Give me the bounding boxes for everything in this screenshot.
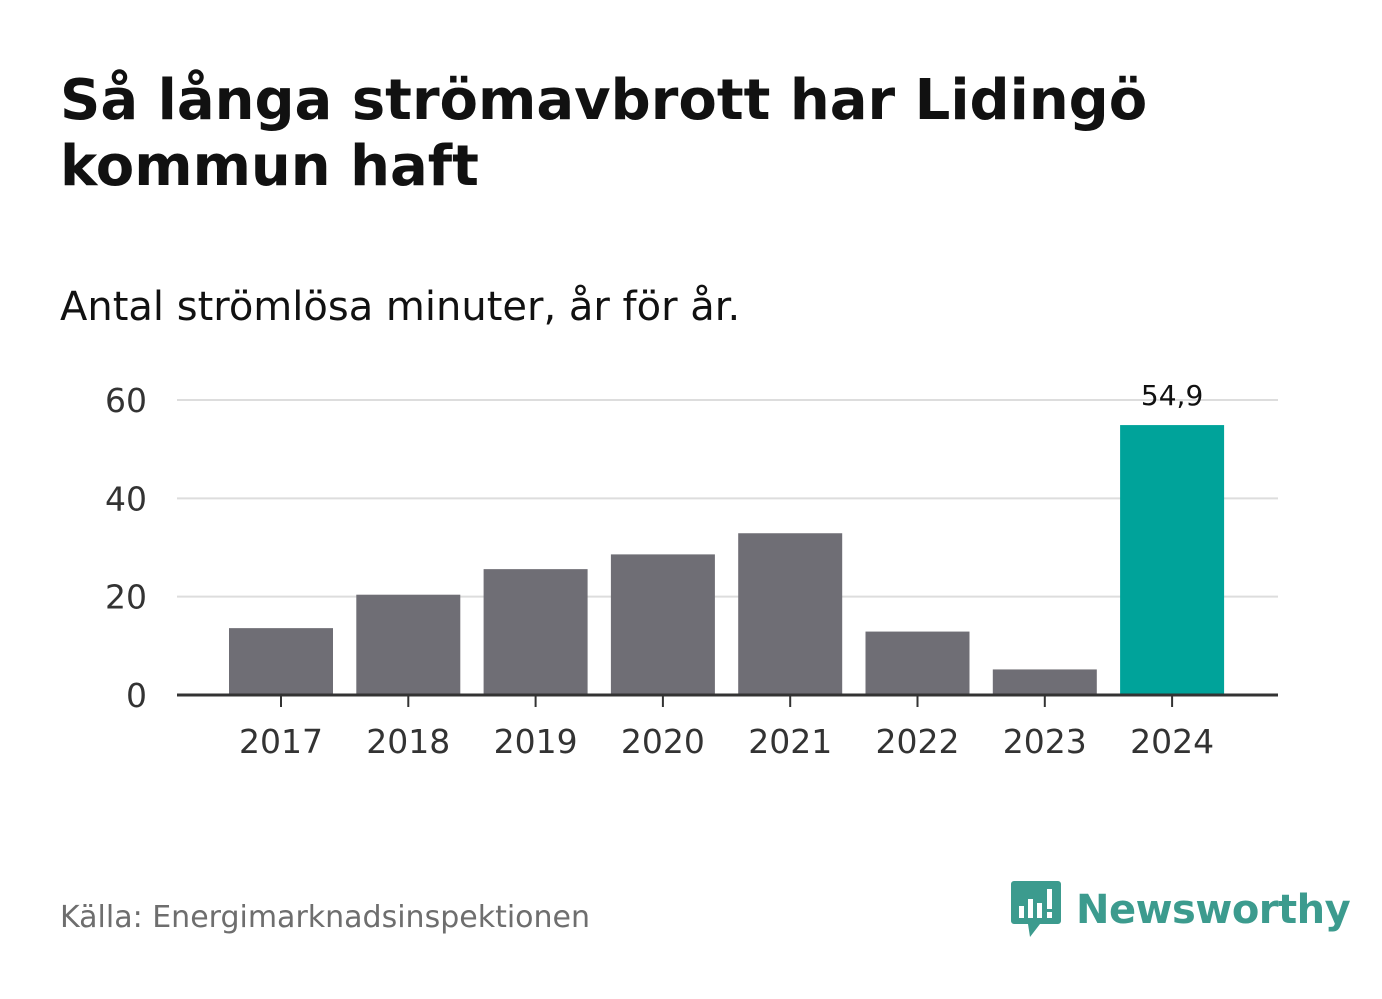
x-tick-label: 2024	[1130, 722, 1214, 761]
bar-2019	[483, 569, 588, 695]
x-tick-label: 2019	[494, 722, 578, 761]
bars	[229, 425, 1225, 695]
bar-2022	[865, 631, 970, 695]
x-axis-ticks: 2017 2018 2019 2020 2021 2022 2023 2024	[239, 722, 1214, 761]
y-tick-label: 60	[105, 381, 147, 420]
brand-name: Newsworthy	[1076, 887, 1351, 933]
gridlines	[177, 399, 1278, 598]
bar-2018	[356, 594, 461, 695]
x-tick-label: 2022	[876, 722, 960, 761]
data-label: 54,9	[1141, 379, 1203, 412]
x-tick-label: 2021	[748, 722, 832, 761]
newsworthy-logo: Newsworthy	[1010, 878, 1351, 942]
y-tick-label: 40	[105, 479, 147, 518]
data-labels: 54,9	[1141, 379, 1203, 412]
bar-2023	[992, 669, 1097, 695]
bar-2024	[1120, 425, 1225, 695]
chart-speech-bubble-icon	[1011, 881, 1061, 937]
bar-2021	[738, 533, 843, 695]
x-tick-label: 2017	[239, 722, 323, 761]
y-tick-label: 0	[126, 676, 147, 715]
chart-subtitle: Antal strömlösa minuter, år för år.	[60, 284, 741, 330]
bar-2020	[610, 554, 715, 695]
x-tick-label: 2023	[1003, 722, 1087, 761]
y-tick-label: 20	[105, 578, 147, 617]
x-tick-label: 2018	[366, 722, 450, 761]
source-note: Källa: Energimarknadsinspektionen	[60, 900, 591, 935]
bar-2017	[229, 628, 333, 695]
y-axis-ticks: 0 20 40 60	[105, 381, 147, 715]
chart-title: Så långa strömavbrott har Lidingö kommun…	[60, 68, 1148, 199]
x-axis	[177, 693, 1278, 707]
x-tick-label: 2020	[621, 722, 705, 761]
